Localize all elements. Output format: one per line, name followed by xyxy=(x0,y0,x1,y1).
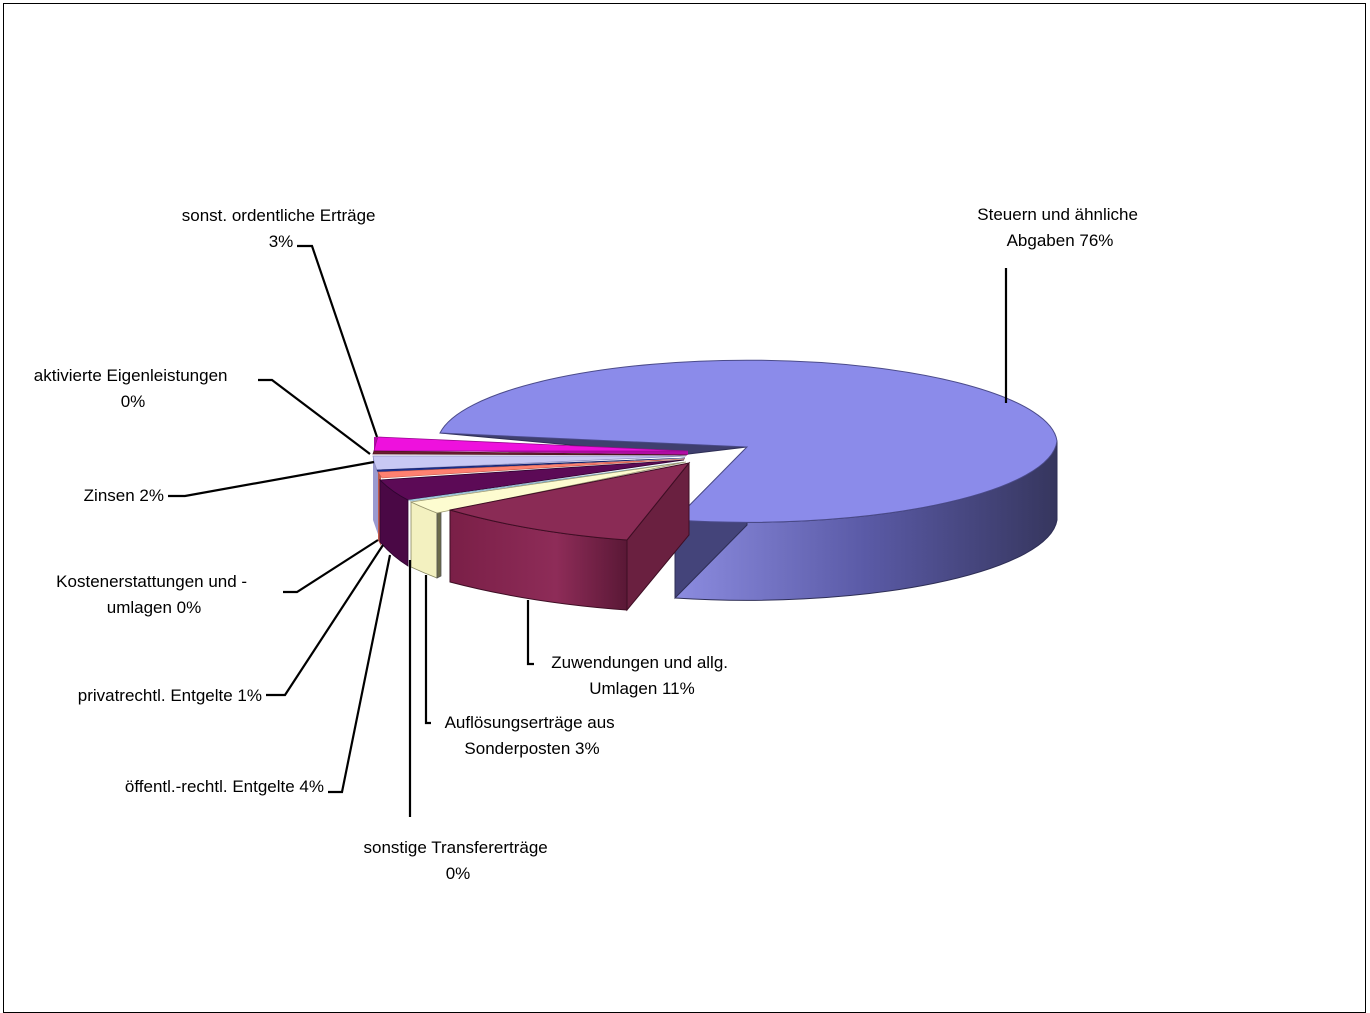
slice-aufl-cut xyxy=(437,511,441,578)
label-steuern: Steuern und ähnliche Abgaben 76% xyxy=(977,205,1142,250)
leader-aufloesung xyxy=(426,575,431,723)
label-sonst-ordentliche: sonst. ordentliche Erträge 3% xyxy=(182,206,380,251)
label-aufloesung: Auflösungserträge aus Sonderposten 3% xyxy=(445,713,620,758)
label-aktivierte: aktivierte Eigenleistungen 0% xyxy=(34,366,232,411)
label-kostenerstattungen: Kostenerstattungen und - umlagen 0% xyxy=(56,572,252,617)
leader-oeffentl xyxy=(328,555,390,792)
leader-zinsen xyxy=(168,462,374,496)
label-zinsen: Zinsen 2% xyxy=(84,486,164,505)
slice-aufl-side xyxy=(411,502,437,578)
label-zuwendungen: Zuwendungen und allg. Umlagen 11% xyxy=(551,653,732,698)
label-privatrechtl: privatrechtl. Entgelte 1% xyxy=(78,686,262,705)
label-oeffentl: öffentl.-rechtl. Entgelte 4% xyxy=(125,777,324,796)
leader-kostenerstattungen xyxy=(283,540,378,592)
leader-aktivierte xyxy=(258,380,370,454)
label-transfer: sonstige Transfererträge 0% xyxy=(364,838,553,883)
leader-zuwendungen xyxy=(528,600,534,664)
